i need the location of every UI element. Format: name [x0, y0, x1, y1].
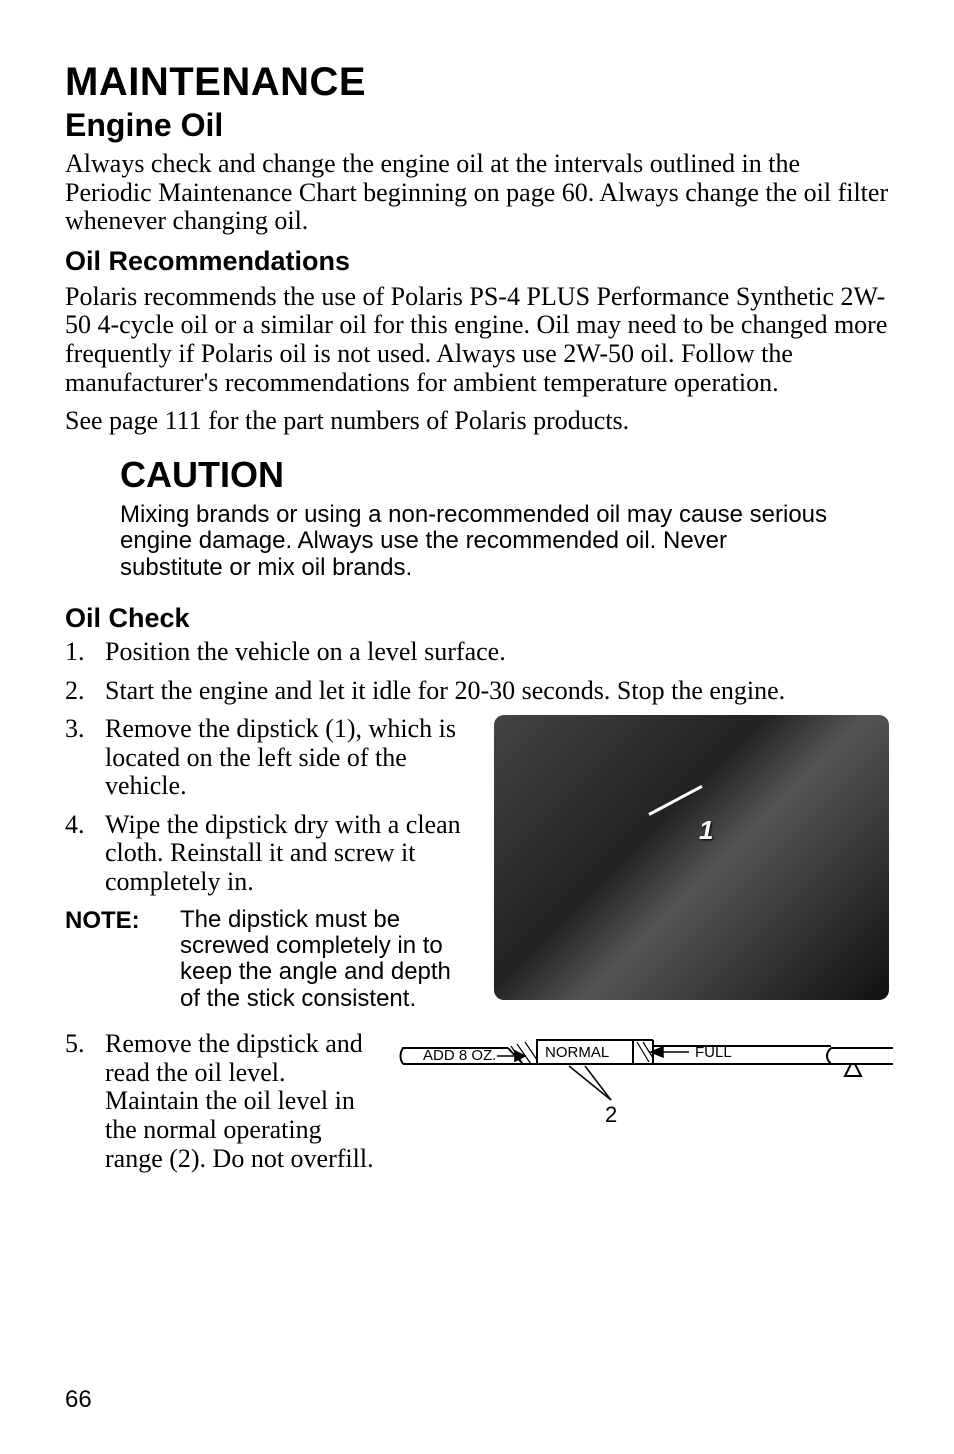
- caution-title: CAUTION: [120, 454, 834, 496]
- step-text: Start the engine and let it idle for 20-…: [105, 677, 785, 706]
- right-column: 1: [494, 715, 889, 1000]
- step-number: 4.: [65, 811, 105, 897]
- note-label: NOTE:: [65, 907, 180, 1013]
- list-item: 1. Position the vehicle on a level surfa…: [65, 638, 889, 667]
- step-number: 1.: [65, 638, 105, 667]
- list-item: 3. Remove the dipstick (1), which is loc…: [65, 715, 476, 801]
- left-column: 3. Remove the dipstick (1), which is loc…: [65, 715, 476, 1022]
- step-text: Wipe the dipstick dry with a clean cloth…: [105, 811, 476, 897]
- photo-callout-1: 1: [699, 815, 713, 846]
- page-number: 66: [65, 1386, 92, 1414]
- step-number: 5.: [65, 1030, 105, 1173]
- step-text: Position the vehicle on a level surface.: [105, 638, 506, 667]
- step-number: 2.: [65, 677, 105, 706]
- list-item: 4. Wipe the dipstick dry with a clean cl…: [65, 811, 476, 897]
- recommendations-paragraph: Polaris recommends the use of Polaris PS…: [65, 283, 889, 397]
- steps-with-photo: 3. Remove the dipstick (1), which is loc…: [65, 715, 889, 1022]
- step-text: Remove the dipstick (1), which is locate…: [105, 715, 476, 801]
- oil-check-steps: 1. Position the vehicle on a level surfa…: [65, 638, 889, 1173]
- step5-text-col: 5. Remove the dipstick and read the oil …: [65, 1030, 375, 1173]
- subheading-oil-recommendations: Oil Recommendations: [65, 246, 889, 277]
- note-row: NOTE: The dipstick must be screwed compl…: [65, 907, 476, 1013]
- caution-block: CAUTION Mixing brands or using a non-rec…: [120, 454, 834, 581]
- list-item: 5. Remove the dipstick and read the oil …: [65, 1030, 375, 1173]
- section-title: Engine Oil: [65, 107, 889, 144]
- subheading-oil-check: Oil Check: [65, 603, 889, 634]
- dipstick-diagram-col: ADD 8 OZ. NORMAL FULL 2: [393, 1030, 898, 1155]
- dipstick-normal-label: NORMAL: [545, 1044, 609, 1061]
- dipstick-diagram: ADD 8 OZ. NORMAL FULL 2: [393, 1030, 898, 1150]
- list-item: 2. Start the engine and let it idle for …: [65, 677, 889, 706]
- intro-paragraph: Always check and change the engine oil a…: [65, 150, 889, 236]
- caution-body: Mixing brands or using a non-recommended…: [120, 502, 834, 581]
- page: MAINTENANCE Engine Oil Always check and …: [0, 0, 954, 1454]
- note-body: The dipstick must be screwed completely …: [180, 907, 476, 1013]
- step-number: 3.: [65, 715, 105, 801]
- dipstick-add-label: ADD 8 OZ.: [423, 1047, 496, 1064]
- see-page-paragraph: See page 111 for the part numbers of Pol…: [65, 407, 889, 436]
- engine-photo: 1: [494, 715, 889, 1000]
- dipstick-full-label: FULL: [695, 1044, 732, 1061]
- page-title: MAINTENANCE: [65, 60, 889, 105]
- step-text: Remove the dipstick and read the oil lev…: [105, 1030, 375, 1173]
- step5-row: 5. Remove the dipstick and read the oil …: [65, 1030, 889, 1173]
- dipstick-callout-2: 2: [605, 1102, 617, 1127]
